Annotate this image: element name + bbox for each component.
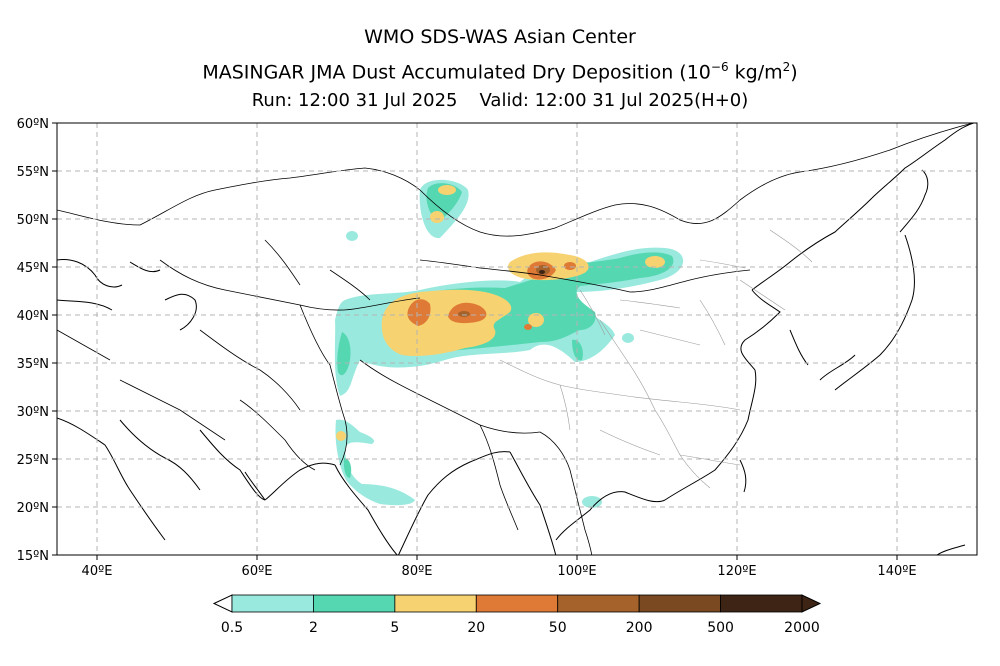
legend-high-arrow	[801, 594, 822, 613]
legend-swatch	[313, 594, 396, 613]
legend-label: 500	[707, 620, 734, 636]
legend-label: 2	[309, 620, 318, 636]
product-title-close: )	[790, 61, 798, 84]
country-borders	[57, 123, 975, 555]
graticule	[57, 123, 977, 555]
legend-label: 2000	[784, 620, 820, 636]
lat-tick-label: 55ºN	[17, 165, 49, 180]
legend-low-arrow	[212, 594, 233, 613]
run-time: Run: 12:00 31 Jul 2025	[251, 90, 458, 111]
province-borders	[499, 229, 813, 489]
color-legend: 0.5 2 5 20 50 200 500 2000	[212, 594, 822, 636]
legend-label: 0.5	[221, 620, 243, 636]
lon-tick-label: 40ºE	[82, 564, 113, 579]
lat-tick-label: 50ºN	[17, 213, 49, 228]
center-title: WMO SDS-WAS Asian Center	[364, 26, 636, 48]
valid-time: Valid: 12:00 31 Jul 2025(H+0)	[479, 90, 749, 111]
lon-tick-label: 120ºE	[717, 564, 756, 579]
legend-swatch	[475, 594, 559, 613]
lon-tick-label: 60ºE	[242, 564, 273, 579]
lat-tick-label: 30ºN	[17, 405, 49, 420]
legend-swatch	[638, 594, 721, 613]
lat-tick-label: 60ºN	[17, 117, 49, 132]
legend-label: 20	[467, 620, 485, 636]
lon-tick-label: 80ºE	[402, 564, 433, 579]
axis-ticks: 60ºN 55ºN 50ºN 45ºN 40ºN 35ºN 30ºN 25ºN 20ºN 15ºN…	[17, 117, 917, 579]
deposition-level-200	[539, 270, 545, 274]
product-title-unit: kg/m	[728, 61, 783, 84]
legend-swatch	[720, 594, 803, 613]
legend-swatch	[231, 594, 314, 613]
run-valid-line: Run: 12:00 31 Jul 2025 Valid: 12:00 31 Ju…	[0, 90, 1000, 111]
map-frame	[56, 122, 978, 556]
legend-swatch	[557, 594, 640, 613]
product-title-unit-exponent: 2	[782, 60, 791, 74]
lat-tick-label: 40ºN	[17, 309, 49, 324]
product-title-main: MASINGAR JMA Dust Accumulated Dry Deposi…	[202, 61, 711, 84]
legend-label: 5	[390, 620, 399, 636]
legend-swatch	[394, 594, 477, 613]
legend-label: 50	[549, 620, 567, 636]
lat-tick-label: 45ºN	[17, 261, 49, 276]
lat-tick-label: 15ºN	[17, 549, 49, 564]
lat-tick-label: 35ºN	[17, 357, 49, 372]
coastlines-borders	[57, 123, 976, 555]
deposition-level-5	[336, 185, 665, 441]
legend-label: 200	[626, 620, 653, 636]
lon-tick-label: 100ºE	[557, 564, 596, 579]
lat-tick-label: 20ºN	[17, 501, 49, 516]
lon-tick-label: 140ºE	[877, 564, 916, 579]
product-title: MASINGAR JMA Dust Accumulated Dry Deposi…	[0, 60, 1000, 83]
product-title-exponent: −6	[710, 60, 729, 74]
coastlines	[57, 123, 976, 555]
lat-tick-label: 25ºN	[17, 453, 49, 468]
